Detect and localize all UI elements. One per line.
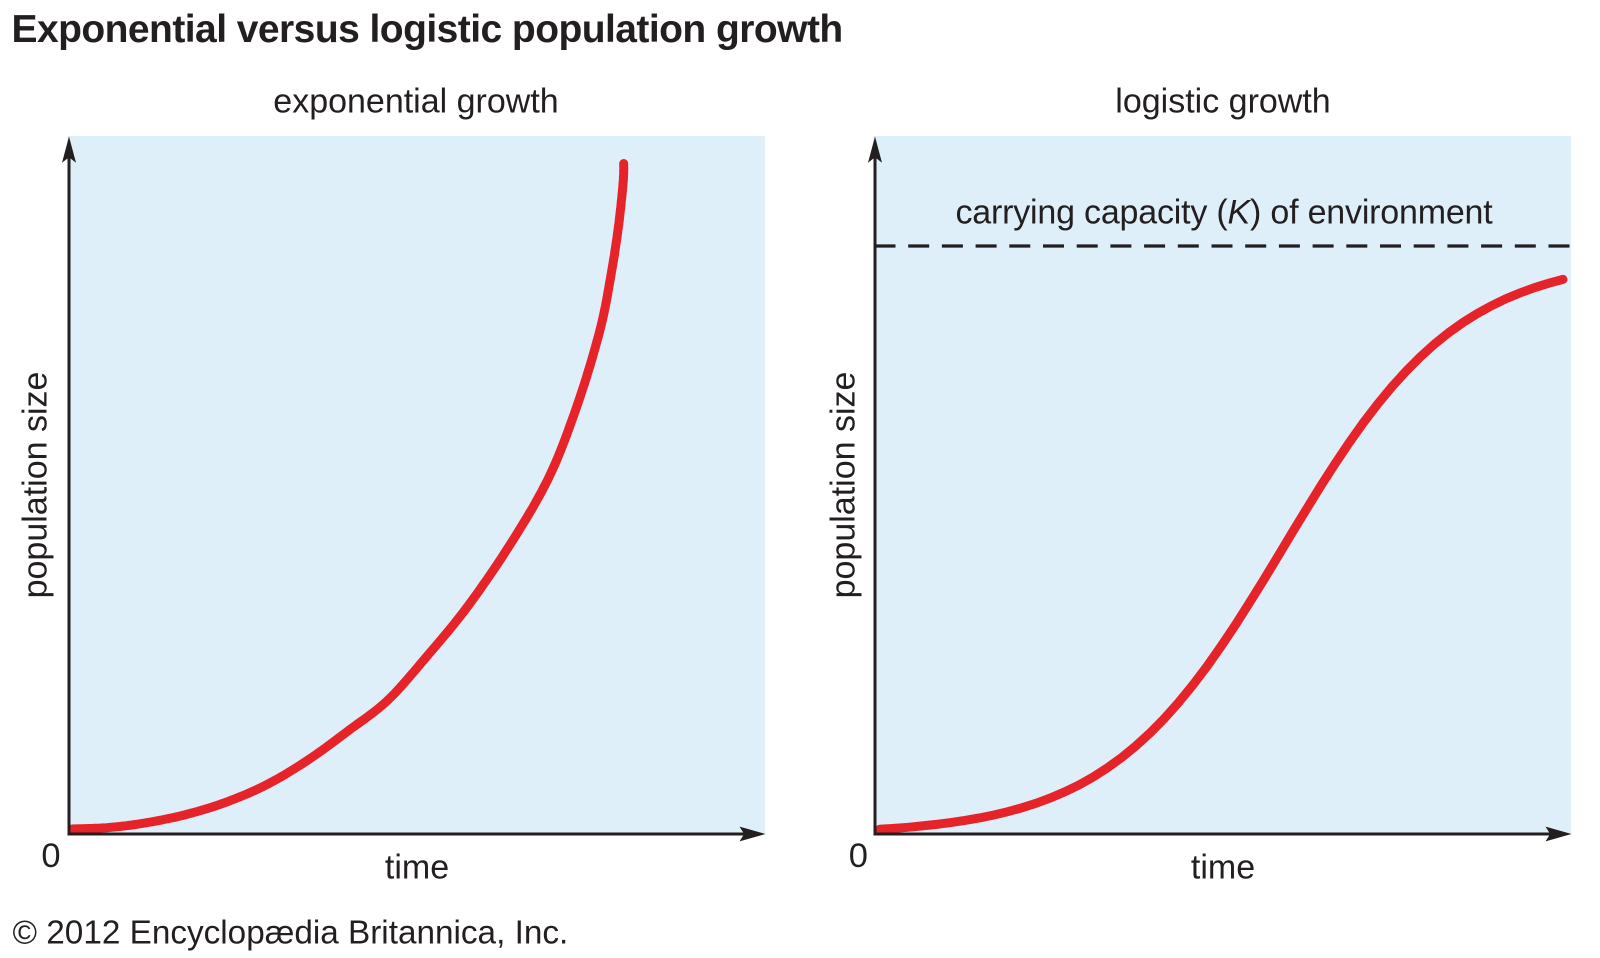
svg-text:0: 0	[41, 837, 60, 875]
svg-text:carrying capacity (K) of envir: carrying capacity (K) of environment	[955, 194, 1493, 232]
svg-text:© 2012 Encyclopædia Britannica: © 2012 Encyclopædia Britannica, Inc.	[13, 915, 569, 952]
svg-text:logistic growth: logistic growth	[1115, 83, 1330, 121]
svg-text:time: time	[385, 849, 449, 887]
svg-text:time: time	[1191, 849, 1255, 887]
svg-text:population size: population size	[17, 372, 55, 599]
svg-text:0: 0	[849, 837, 868, 875]
svg-text:Exponential versus logistic po: Exponential versus logistic population g…	[12, 8, 843, 51]
svg-text:population size: population size	[825, 372, 863, 599]
svg-text:exponential growth: exponential growth	[273, 83, 558, 121]
